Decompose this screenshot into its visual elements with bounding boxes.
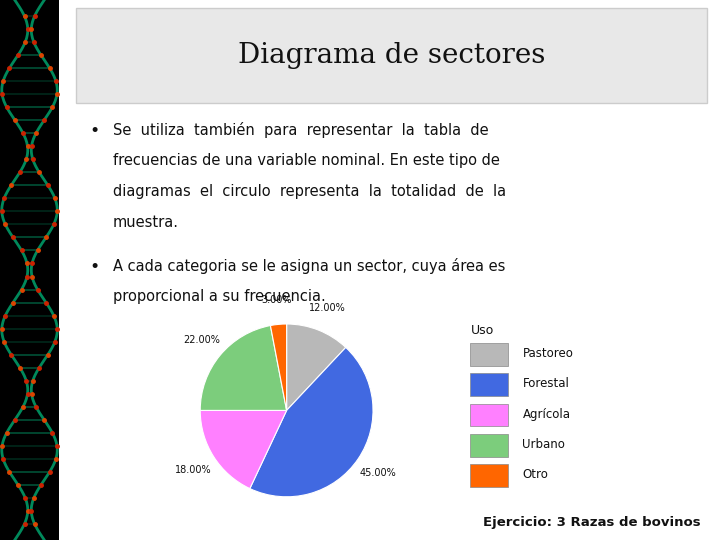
Wedge shape xyxy=(200,410,287,489)
Text: Urbano: Urbano xyxy=(523,438,565,451)
Text: frecuencias de una variable nominal. En este tipo de: frecuencias de una variable nominal. En … xyxy=(112,153,500,168)
Text: 45.00%: 45.00% xyxy=(360,468,397,477)
Wedge shape xyxy=(271,324,287,410)
Text: diagramas  el  circulo  representa  la  totalidad  de  la: diagramas el circulo representa la total… xyxy=(112,184,505,199)
Wedge shape xyxy=(250,347,373,497)
Text: Se  utiliza  también  para  representar  la  tabla  de: Se utiliza también para representar la t… xyxy=(112,122,488,138)
Text: Forestal: Forestal xyxy=(523,377,570,390)
FancyBboxPatch shape xyxy=(76,8,707,103)
Wedge shape xyxy=(287,324,346,410)
Wedge shape xyxy=(200,326,287,410)
Text: Pastoreo: Pastoreo xyxy=(523,347,573,360)
Text: Otro: Otro xyxy=(523,468,549,481)
Text: 12.00%: 12.00% xyxy=(309,302,346,313)
Text: Diagrama de sectores: Diagrama de sectores xyxy=(238,42,545,69)
Bar xyxy=(470,343,508,366)
Text: A cada categoria se le asigna un sector, cuya área es: A cada categoria se le asigna un sector,… xyxy=(112,258,505,274)
Text: Ejercicio: 3 Razas de bovinos: Ejercicio: 3 Razas de bovinos xyxy=(482,516,701,529)
Bar xyxy=(470,434,508,457)
Text: •: • xyxy=(89,122,100,139)
Text: Uso: Uso xyxy=(470,324,494,338)
Text: •: • xyxy=(89,258,100,275)
Text: Agrícola: Agrícola xyxy=(523,408,570,421)
Bar xyxy=(470,464,508,487)
Bar xyxy=(470,374,508,396)
Text: muestra.: muestra. xyxy=(112,215,179,231)
Text: 18.00%: 18.00% xyxy=(175,464,212,475)
Text: proporcional a su frecuencia.: proporcional a su frecuencia. xyxy=(112,289,325,304)
Text: 22.00%: 22.00% xyxy=(183,335,220,345)
Bar xyxy=(470,404,508,427)
Text: 3.00%: 3.00% xyxy=(261,295,292,305)
